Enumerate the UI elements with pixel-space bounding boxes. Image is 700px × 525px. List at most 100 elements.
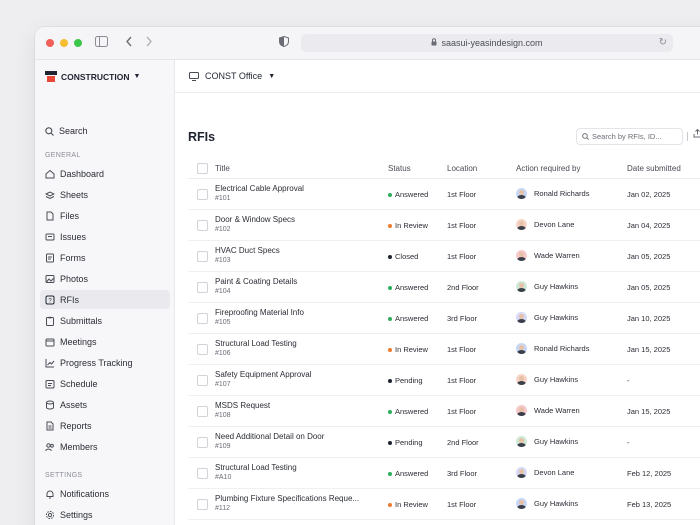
column-header-location[interactable]: Location [447, 164, 478, 173]
sidebar-item-settings[interactable]: Settings [40, 505, 170, 524]
sidebar-item-dashboard[interactable]: Dashboard [40, 164, 170, 183]
forward-icon[interactable] [145, 36, 153, 50]
sidebar-item-forms[interactable]: Forms [40, 248, 170, 267]
sidebar-item-label: Submittals [60, 315, 103, 326]
shield-icon[interactable] [279, 35, 289, 50]
sidebar-item-files[interactable]: Files [40, 206, 170, 225]
minimize-window-button[interactable] [60, 39, 68, 47]
sidebar-item-schedule[interactable]: Schedule [40, 374, 170, 393]
sidebar-item-label: Notifications [60, 488, 110, 499]
maximize-window-button[interactable] [74, 39, 82, 47]
date-submitted-cell: Feb 13, 2025 [627, 500, 672, 509]
sidebar-item-reports[interactable]: Reports [40, 416, 170, 435]
table-row[interactable]: Paint & Coating Details #104 Answered 2nd F… [188, 272, 700, 303]
date-submitted-cell: Jan 05, 2025 [627, 283, 671, 292]
column-header-title[interactable]: Title [215, 164, 230, 173]
rfi-title-cell: Fireproofing Material Info #105 [215, 308, 304, 326]
row-checkbox[interactable] [197, 375, 208, 386]
table-row[interactable]: Structural Load Testing #A10 Answered 3rd F… [188, 458, 700, 489]
sidebar-toggle-icon[interactable] [95, 36, 108, 50]
table-row[interactable]: Structural Load Testing #106 In Review 1st … [188, 334, 700, 365]
row-checkbox[interactable] [197, 344, 208, 355]
rfi-title[interactable]: Safety Equipment Approval [215, 370, 312, 379]
workspace-switcher[interactable]: CONSTRUCTION ▼ [45, 71, 140, 82]
date-submitted-cell: Jan 10, 2025 [627, 314, 671, 323]
avatar [516, 405, 527, 416]
rfi-title[interactable]: Structural Load Testing [215, 463, 297, 472]
sidebar-item-assets[interactable]: Assets [40, 395, 170, 414]
sidebar-item-progress-tracking[interactable]: Progress Tracking [40, 353, 170, 372]
export-icon[interactable] [693, 128, 700, 140]
row-checkbox[interactable] [197, 282, 208, 293]
assignee-cell: Guy Hawkins [516, 498, 578, 509]
back-icon[interactable] [125, 36, 133, 50]
select-all-checkbox[interactable] [197, 163, 208, 174]
status-dot-icon [388, 223, 392, 228]
sidebar-item-notifications[interactable]: Notifications [40, 484, 170, 503]
date-submitted-cell: Feb 12, 2025 [627, 469, 672, 478]
assignee-cell: Devon Lane [516, 219, 574, 230]
row-checkbox[interactable] [197, 499, 208, 510]
close-window-button[interactable] [46, 39, 54, 47]
rfi-id: #A10 [215, 474, 232, 481]
sidebar-item-issues[interactable]: Issues [40, 227, 170, 246]
sidebar-item-rfis[interactable]: ? RFIs [40, 290, 170, 309]
settings-section-label: SETTINGS [45, 472, 83, 479]
sidebar-item-meetings[interactable]: Meetings [40, 332, 170, 351]
table-row[interactable]: Plumbing Fixture Specifications Reque...… [188, 489, 700, 520]
avatar [516, 250, 527, 261]
sidebar-item-label: Dashboard [60, 168, 105, 179]
sidebar-item-label: Issues [60, 231, 87, 242]
rfi-title[interactable]: Plumbing Fixture Specifications Reque... [215, 494, 360, 503]
row-checkbox[interactable] [197, 251, 208, 262]
database-icon [45, 400, 55, 410]
rfi-title[interactable]: Structural Load Testing [215, 339, 297, 348]
table-row[interactable]: MSDS Request #108 Answered 1st Floor Wade Wa… [188, 396, 700, 427]
sidebar-item-members[interactable]: Members [40, 437, 170, 456]
rfi-title[interactable]: Fireproofing Material Info [215, 308, 304, 317]
status-dot-icon [388, 440, 392, 445]
table-row[interactable]: Door & Window Specs #102 In Review 1st Floo… [188, 210, 700, 241]
status-badge: In Review [388, 500, 428, 509]
sidebar-item-sheets[interactable]: Sheets [40, 185, 170, 204]
status-dot-icon [388, 285, 392, 290]
row-checkbox[interactable] [197, 468, 208, 479]
table-row[interactable]: Electrical Cable Approval #101 Answered 1st… [188, 179, 700, 210]
table-row[interactable]: Need Additional Detail on Door #109 Pendin… [188, 427, 700, 458]
reload-icon[interactable]: ↻ [658, 37, 667, 48]
row-checkbox[interactable] [197, 313, 208, 324]
sidebar-search[interactable]: Search [45, 126, 88, 136]
address-bar[interactable]: saasui-yeasindesign.com ↻ [301, 34, 673, 52]
rfi-title[interactable]: Door & Window Specs [215, 215, 296, 224]
lock-icon [431, 38, 437, 48]
column-header-action-required[interactable]: Action required by [516, 164, 581, 173]
sidebar-item-photos[interactable]: Photos [40, 269, 170, 288]
row-checkbox[interactable] [197, 189, 208, 200]
status-dot-icon [388, 378, 392, 383]
general-section-label: GENERAL [45, 152, 81, 159]
status-badge: In Review [388, 345, 428, 354]
rfi-title[interactable]: HVAC Duct Specs [215, 246, 280, 255]
sidebar-item-label: Files [60, 210, 80, 221]
rfi-title[interactable]: Paint & Coating Details [215, 277, 298, 286]
table-row[interactable]: Site Safety Guidelines and Protocols In.… [188, 520, 700, 525]
rfi-title-cell: Door & Window Specs #102 [215, 215, 295, 233]
sidebar-item-submittals[interactable]: Submittals [40, 311, 170, 330]
column-header-status[interactable]: Status [388, 164, 411, 173]
rfi-title[interactable]: Electrical Cable Approval [215, 184, 304, 193]
rfi-title[interactable]: MSDS Request [215, 401, 271, 410]
table-row[interactable]: HVAC Duct Specs #103 Closed 1st Floor Wade W… [188, 241, 700, 272]
row-checkbox[interactable] [197, 220, 208, 231]
rfi-search-input[interactable]: Search by RFIs, ID... [576, 128, 683, 145]
browser-toolbar: saasui-yeasindesign.com ↻ [35, 27, 700, 60]
status-text: Answered [395, 190, 429, 199]
row-checkbox[interactable] [197, 437, 208, 448]
project-switcher[interactable]: CONST Office ▼ [175, 60, 700, 93]
table-row[interactable]: Safety Equipment Approval #107 Pending 1st … [188, 365, 700, 396]
table-row[interactable]: Fireproofing Material Info #105 Answered 3r… [188, 303, 700, 334]
row-checkbox[interactable] [197, 406, 208, 417]
rfi-title[interactable]: Need Additional Detail on Door [215, 432, 325, 441]
column-header-date[interactable]: Date submitted [627, 164, 681, 173]
toolbar-divider [687, 132, 688, 141]
avatar [516, 312, 527, 323]
